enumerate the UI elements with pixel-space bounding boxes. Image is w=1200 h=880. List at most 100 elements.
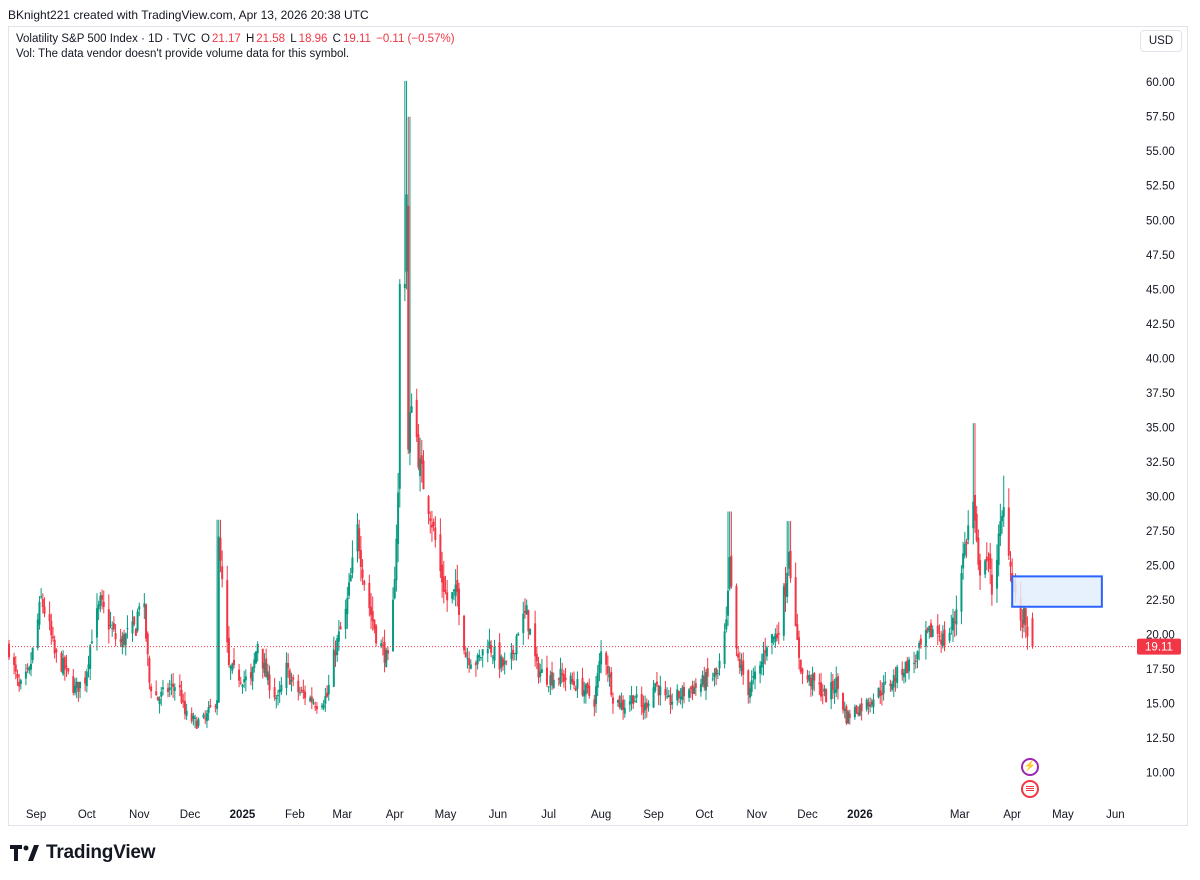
- candle: [273, 678, 276, 701]
- candle: [831, 673, 834, 699]
- candle: [111, 621, 114, 637]
- lightning-event-icon[interactable]: ⚡: [1021, 758, 1039, 776]
- legend-symbol[interactable]: Volatility S&P 500 Index · 1D · TVC: [16, 33, 196, 45]
- candle-body: [302, 689, 305, 693]
- candle-body: [285, 662, 288, 688]
- candle-body: [774, 633, 777, 643]
- candle-body: [314, 706, 317, 708]
- candle: [150, 683, 153, 699]
- candle-body: [442, 576, 445, 592]
- candle-body: [989, 553, 992, 570]
- candle-body: [167, 688, 170, 692]
- candle: [600, 640, 603, 674]
- candle-body: [845, 706, 848, 724]
- x-tick-label: Jul: [541, 809, 556, 821]
- candle: [1001, 510, 1004, 534]
- candle-body: [588, 685, 591, 696]
- candle-body: [730, 555, 733, 587]
- candle: [860, 697, 863, 721]
- candle: [276, 689, 279, 706]
- tradingview-logo[interactable]: TradingView: [10, 842, 156, 864]
- us-flag-event-icon[interactable]: [1021, 780, 1039, 798]
- candle-body: [221, 566, 224, 580]
- candle-body: [610, 671, 613, 696]
- candle-body: [18, 681, 21, 687]
- candle: [148, 655, 151, 690]
- candle: [683, 682, 685, 704]
- legend-close-label: C: [332, 33, 341, 45]
- candle: [596, 664, 599, 697]
- candle: [90, 629, 93, 644]
- candle-body: [79, 681, 82, 689]
- candle: [869, 697, 872, 713]
- candle-body: [562, 674, 565, 682]
- candle-body: [254, 651, 257, 664]
- candle-body: [693, 686, 696, 695]
- candle: [79, 681, 82, 699]
- candle: [777, 622, 780, 645]
- candle: [351, 540, 354, 579]
- candle: [292, 674, 295, 687]
- candle-body: [28, 667, 31, 671]
- candle: [324, 687, 327, 712]
- candle-body: [595, 686, 598, 705]
- currency-button[interactable]: USD: [1140, 30, 1182, 52]
- candle: [1024, 608, 1027, 639]
- candle-body: [150, 686, 153, 692]
- candle-body: [985, 556, 988, 562]
- candle-body: [559, 668, 562, 685]
- candle: [304, 685, 307, 705]
- candle: [904, 661, 907, 683]
- candle: [109, 611, 112, 629]
- y-tick-label: 42.50: [1146, 319, 1175, 331]
- legend-volume-note: Vol: The data vendor doesn't provide vol…: [16, 48, 350, 60]
- candle-body: [737, 653, 740, 658]
- candle-body: [891, 684, 894, 690]
- candle-body: [718, 660, 721, 669]
- candle-body: [723, 631, 726, 664]
- candle-body: [652, 687, 655, 708]
- candle-body: [229, 666, 232, 669]
- candle: [356, 513, 359, 563]
- candle: [300, 686, 303, 694]
- candle-body: [735, 586, 738, 649]
- candle: [787, 521, 790, 576]
- candle-body: [452, 589, 455, 592]
- candle: [194, 714, 197, 728]
- chart-frame: [8, 26, 1188, 826]
- candle: [655, 671, 658, 687]
- candle: [503, 652, 506, 675]
- candle-body: [715, 668, 718, 676]
- candle-body: [882, 682, 885, 694]
- candle: [256, 641, 259, 662]
- candle: [209, 698, 212, 709]
- candle: [134, 627, 137, 636]
- candle: [310, 687, 313, 710]
- candle-body: [97, 604, 100, 610]
- candle: [178, 674, 181, 697]
- candle: [652, 679, 655, 709]
- candle-body: [168, 687, 171, 690]
- chart-legend[interactable]: Volatility S&P 500 Index · 1D · TVC O 21.…: [16, 32, 457, 62]
- candle-body: [451, 592, 454, 599]
- candle-body: [478, 654, 481, 658]
- candle-body: [102, 601, 105, 607]
- candle-body: [796, 624, 799, 641]
- candle-body: [29, 663, 32, 670]
- candle-body: [454, 584, 457, 596]
- legend-low-label: L: [290, 33, 297, 45]
- candle-body: [158, 698, 161, 704]
- candle-body: [65, 665, 68, 667]
- candle: [326, 685, 329, 698]
- candle: [635, 685, 638, 704]
- candle-body: [884, 681, 887, 684]
- candle: [407, 116, 410, 455]
- candle: [843, 701, 846, 719]
- candle-body: [40, 596, 43, 598]
- candle-body: [512, 649, 515, 655]
- candle: [8, 639, 10, 661]
- candle: [835, 666, 838, 698]
- candle-body: [534, 623, 537, 657]
- candle-body: [315, 706, 318, 710]
